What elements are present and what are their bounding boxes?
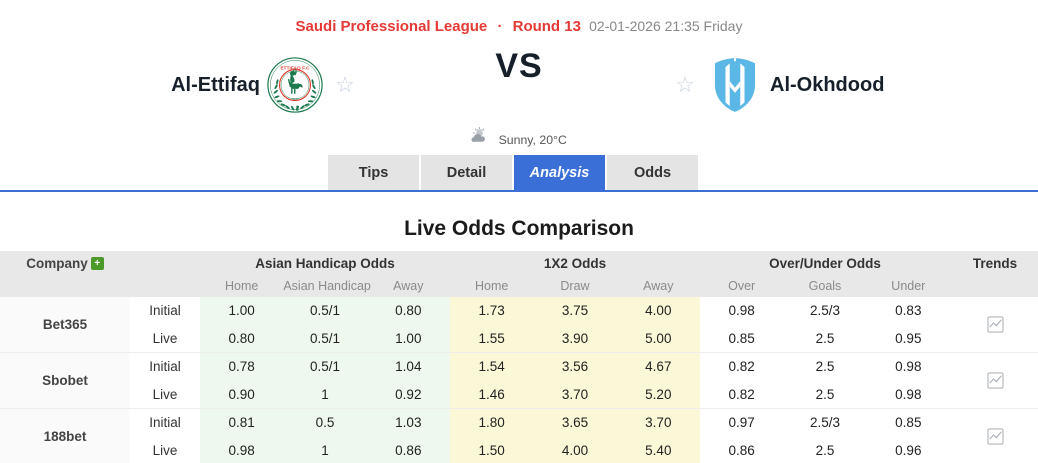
svg-text:1945: 1945	[292, 97, 299, 101]
